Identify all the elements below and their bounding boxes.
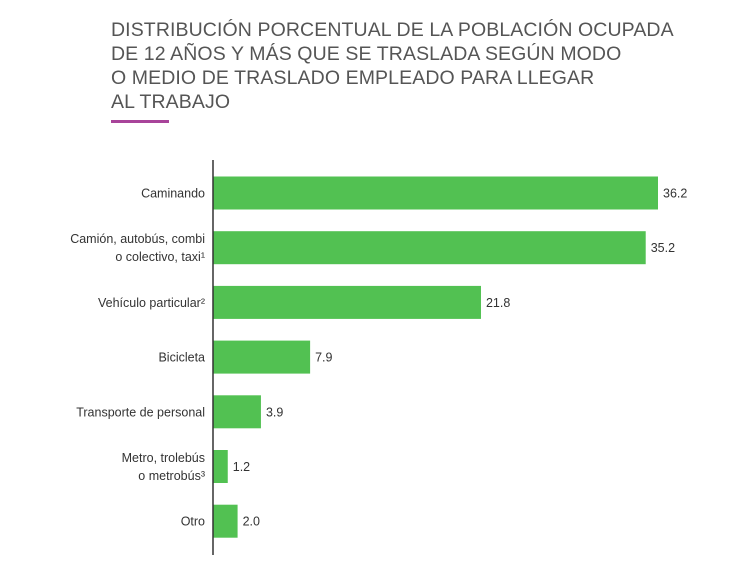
bar <box>213 231 646 265</box>
bar <box>213 285 481 319</box>
bar <box>213 504 238 538</box>
data-label: 36.2 <box>663 187 687 201</box>
bar <box>213 450 228 483</box>
data-label: 3.9 <box>266 405 283 419</box>
chart-title-line: DISTRIBUCIÓN PORCENTUAL DE LA POBLACIÓN … <box>111 19 674 41</box>
data-label: 21.8 <box>486 296 510 310</box>
chart-title: DISTRIBUCIÓN PORCENTUAL DE LA POBLACIÓN … <box>111 18 711 114</box>
category-label: Camión, autobús, combi <box>70 232 205 246</box>
category-label: Vehículo particular² <box>98 296 205 310</box>
chart-title-line: O MEDIO DE TRASLADO EMPLEADO PARA LLEGAR <box>111 67 595 89</box>
chart-title-line: DE 12 AÑOS Y MÁS QUE SE TRASLADA SEGÚN M… <box>111 43 622 65</box>
bar <box>213 340 311 374</box>
data-label: 35.2 <box>651 241 675 255</box>
category-label: Otro <box>181 515 205 529</box>
data-label: 1.2 <box>233 460 250 474</box>
category-label: o colectivo, taxi¹ <box>115 250 205 264</box>
data-label: 2.0 <box>243 515 260 529</box>
category-label: Bicicleta <box>158 351 205 365</box>
bar <box>213 395 261 429</box>
category-label: Metro, trolebús <box>122 451 205 465</box>
bar <box>213 176 658 210</box>
chart-title-line: AL TRABAJO <box>111 91 231 113</box>
data-label: 7.9 <box>315 351 332 365</box>
category-label: o metrobús³ <box>138 469 205 483</box>
category-label: Caminando <box>141 187 205 201</box>
title-accent-rule <box>111 120 169 123</box>
category-label: Transporte de personal <box>76 405 205 419</box>
